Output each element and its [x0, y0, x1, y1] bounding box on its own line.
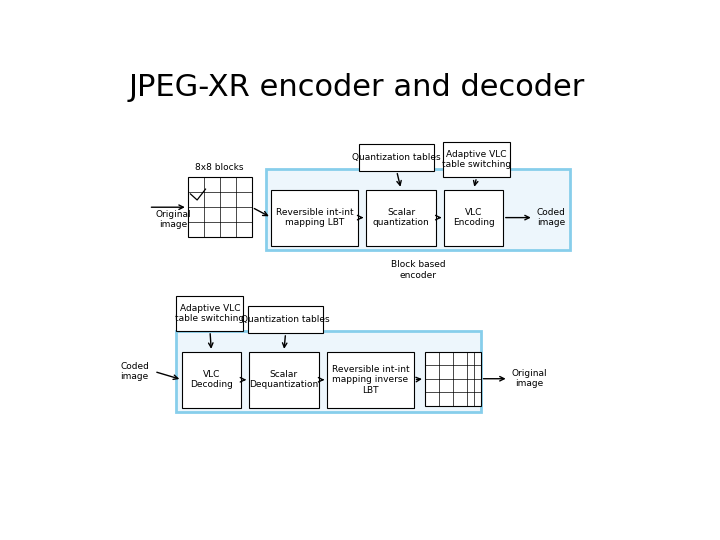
Text: Adaptive VLC
table switching: Adaptive VLC table switching: [176, 303, 245, 323]
Text: Adaptive VLC
table switching: Adaptive VLC table switching: [442, 150, 511, 169]
FancyBboxPatch shape: [176, 331, 481, 412]
FancyBboxPatch shape: [366, 190, 436, 246]
Text: Quantization tables: Quantization tables: [352, 153, 441, 162]
Text: Reversible int-int
mapping inverse
LBT: Reversible int-int mapping inverse LBT: [332, 365, 409, 395]
Text: Block based
encoder: Block based encoder: [390, 260, 445, 280]
FancyBboxPatch shape: [266, 168, 570, 250]
Text: Quantization tables: Quantization tables: [241, 315, 330, 324]
Text: Reversible int-int
mapping LBT: Reversible int-int mapping LBT: [276, 208, 354, 227]
Text: Scalar
quantization: Scalar quantization: [373, 208, 429, 227]
FancyBboxPatch shape: [182, 352, 240, 408]
Text: JPEG-XR encoder and decoder: JPEG-XR encoder and decoder: [129, 73, 585, 102]
FancyBboxPatch shape: [327, 352, 413, 408]
FancyBboxPatch shape: [188, 177, 252, 238]
FancyBboxPatch shape: [444, 190, 503, 246]
Text: Coded
image: Coded image: [536, 208, 565, 227]
Text: 8x8 blocks: 8x8 blocks: [196, 163, 244, 172]
FancyBboxPatch shape: [271, 190, 358, 246]
Text: Original
image: Original image: [511, 369, 547, 388]
Text: Coded
image: Coded image: [120, 362, 149, 381]
FancyBboxPatch shape: [249, 352, 319, 408]
FancyBboxPatch shape: [444, 141, 510, 177]
FancyBboxPatch shape: [425, 352, 481, 406]
FancyBboxPatch shape: [248, 306, 323, 333]
Text: VLC
Encoding: VLC Encoding: [453, 208, 495, 227]
FancyBboxPatch shape: [176, 295, 243, 331]
Text: Scalar
Dequantization: Scalar Dequantization: [249, 370, 318, 389]
FancyBboxPatch shape: [359, 144, 434, 171]
Text: Original
image: Original image: [156, 210, 192, 229]
Text: VLC
Decoding: VLC Decoding: [190, 370, 233, 389]
